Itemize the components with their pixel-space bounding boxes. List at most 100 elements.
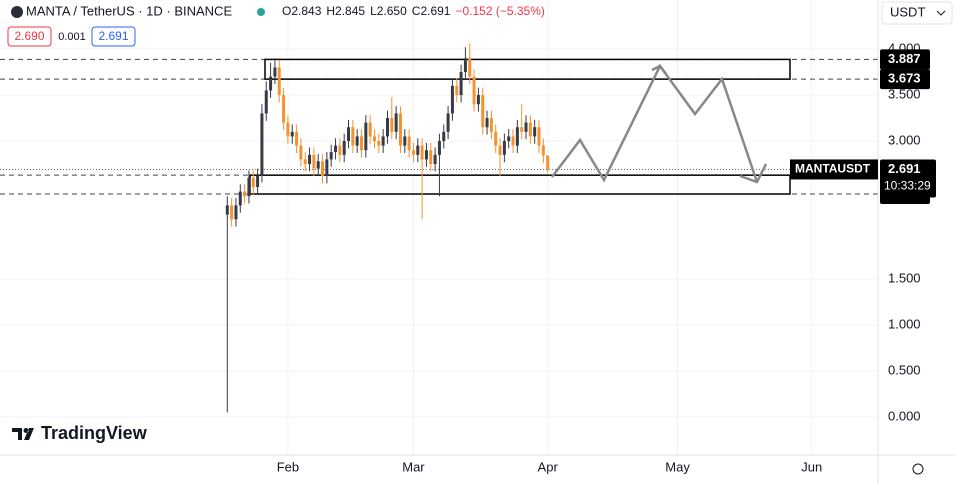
candle-body bbox=[537, 127, 541, 146]
candle-body bbox=[225, 205, 229, 215]
candle-body bbox=[273, 67, 277, 77]
candle-body bbox=[502, 141, 506, 155]
candle-body bbox=[329, 152, 333, 160]
price-tag-label: 3.673 bbox=[888, 71, 921, 86]
y-tick-label: 0.000 bbox=[888, 408, 921, 423]
price-tag bbox=[880, 49, 930, 70]
currency-button[interactable] bbox=[881, 1, 953, 25]
logo-icon bbox=[12, 428, 34, 440]
bid-box[interactable] bbox=[7, 26, 52, 47]
candle-body bbox=[437, 141, 441, 155]
candle-body bbox=[541, 145, 545, 156]
candle-body bbox=[264, 90, 268, 114]
x-tick-label: Jun bbox=[801, 459, 822, 474]
candle-body bbox=[342, 141, 346, 155]
candle-body bbox=[546, 155, 550, 170]
ohlc-value: −0.152 (−5.35%) bbox=[455, 4, 544, 18]
candle-body bbox=[247, 177, 251, 197]
last-price-label: 2.691 bbox=[888, 161, 921, 176]
candle-body bbox=[407, 136, 411, 151]
ohlc: O2.843 H2.845 L2.650 C2.691 −0.152 (−5.35%) bbox=[282, 4, 545, 18]
candle-body bbox=[394, 113, 398, 132]
candle-body bbox=[420, 145, 424, 160]
status-dot bbox=[257, 8, 265, 16]
settings-icon[interactable] bbox=[912, 463, 924, 475]
ohlc-value: O2.843 bbox=[282, 4, 322, 18]
candle-body bbox=[398, 113, 402, 146]
candle-body bbox=[308, 154, 312, 165]
symbol-tag bbox=[790, 159, 878, 180]
currency: USDT bbox=[890, 4, 925, 19]
candle-body bbox=[463, 58, 467, 73]
candle-body bbox=[411, 150, 415, 155]
candle-body bbox=[455, 85, 459, 96]
candle-body bbox=[511, 136, 515, 146]
last-price-tag bbox=[880, 159, 936, 198]
candle-body bbox=[251, 177, 255, 188]
candle-body bbox=[468, 58, 472, 77]
candle-body bbox=[234, 205, 238, 220]
candle-body bbox=[494, 131, 498, 146]
y-tick-label: 3.500 bbox=[888, 86, 921, 101]
candle-body bbox=[282, 95, 286, 123]
x-tick-label: Apr bbox=[538, 459, 559, 474]
candle-body bbox=[299, 145, 303, 160]
candle-body bbox=[377, 141, 381, 146]
candle-body bbox=[260, 113, 264, 176]
ohlc-value: C2.691 bbox=[412, 4, 451, 18]
candle-body bbox=[416, 145, 420, 155]
candle-body bbox=[485, 118, 489, 128]
ohlc-value: H2.845 bbox=[326, 4, 365, 18]
price-tag bbox=[880, 69, 930, 90]
candle-body bbox=[390, 118, 394, 132]
symbol-icon bbox=[11, 6, 23, 18]
candle-body bbox=[321, 161, 325, 176]
legend-bar: MANTA / TetherUS · 1D · BINANCE O2.843 H2… bbox=[7, 1, 953, 475]
dropdown-icon bbox=[936, 10, 946, 16]
candle-body bbox=[372, 136, 376, 142]
candle-body bbox=[476, 95, 480, 105]
candle-body bbox=[459, 72, 463, 96]
candle-body bbox=[528, 122, 532, 137]
candle-body bbox=[364, 122, 368, 151]
x-tick-label: May bbox=[665, 459, 690, 474]
candle-body bbox=[472, 76, 476, 105]
candle-body bbox=[290, 131, 294, 137]
projection-arrow bbox=[739, 163, 768, 184]
candle-body bbox=[481, 95, 485, 128]
candle-body bbox=[381, 136, 385, 146]
candle-body bbox=[286, 122, 290, 137]
candle-body bbox=[256, 175, 260, 188]
spread: 0.001 bbox=[58, 31, 86, 43]
candle-body bbox=[442, 131, 446, 142]
y-tick-label: 0.500 bbox=[888, 362, 921, 377]
candle-body bbox=[243, 191, 247, 197]
candle-body bbox=[429, 150, 433, 165]
candle-body bbox=[230, 205, 234, 220]
candle-body bbox=[295, 131, 299, 146]
candle-body bbox=[312, 154, 316, 169]
x-tick-label: Mar bbox=[402, 459, 425, 474]
candle-body bbox=[507, 136, 511, 142]
candle-body bbox=[489, 118, 493, 132]
candle-body bbox=[277, 67, 281, 96]
candle-body bbox=[347, 127, 351, 142]
ask-box[interactable] bbox=[91, 26, 136, 47]
logo: TradingView bbox=[12, 423, 148, 443]
candle-body bbox=[424, 150, 428, 160]
candle-body bbox=[450, 85, 454, 114]
candle-body bbox=[403, 136, 407, 146]
candle-body bbox=[524, 122, 528, 132]
symbol: MANTA / TetherUS · 1D · BINANCE bbox=[26, 3, 232, 18]
candles bbox=[225, 43, 550, 413]
y-tick-label: 3.000 bbox=[888, 132, 921, 147]
zone-box bbox=[264, 58, 791, 80]
ohlc-value: L2.650 bbox=[370, 4, 407, 18]
x-tick-label: Feb bbox=[277, 459, 299, 474]
candle-body bbox=[446, 113, 450, 132]
candle-body bbox=[368, 122, 372, 137]
candle-body bbox=[316, 161, 320, 169]
countdown: 10:33:29 bbox=[884, 179, 931, 193]
candle-body bbox=[238, 191, 242, 206]
